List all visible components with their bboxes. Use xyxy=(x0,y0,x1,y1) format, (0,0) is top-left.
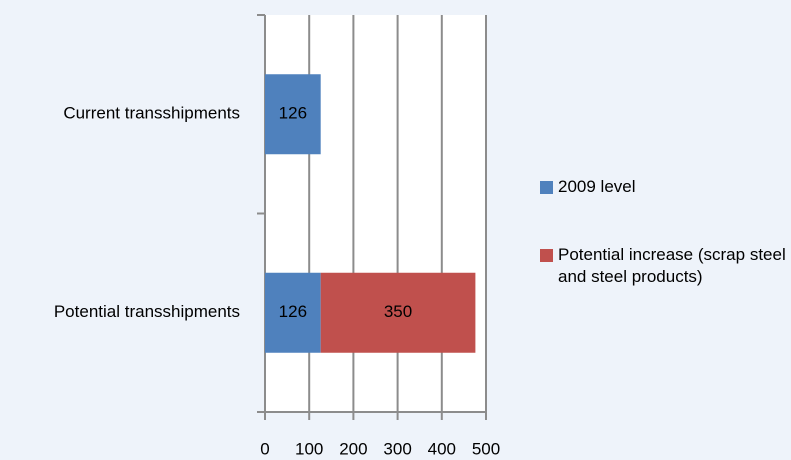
data-label: 126 xyxy=(279,302,307,321)
x-tick-label: 300 xyxy=(383,439,411,458)
legend-label: Potential increase (scrap steel and stee… xyxy=(558,245,786,286)
legend-label: 2009 level xyxy=(558,177,636,196)
legend: 2009 level Potential increase (scrap stee… xyxy=(540,176,790,334)
data-label: 126 xyxy=(279,104,307,123)
y-tick-label: Current transshipments xyxy=(63,104,240,123)
y-tick-label: Potential transshipments xyxy=(54,302,240,321)
legend-swatch xyxy=(540,249,553,262)
x-tick-label: 0 xyxy=(260,439,269,458)
bar xyxy=(265,74,321,155)
x-tick-label: 100 xyxy=(295,439,323,458)
bar xyxy=(320,272,476,353)
x-tick-label: 200 xyxy=(339,439,367,458)
bar xyxy=(265,272,321,353)
x-tick-label: 400 xyxy=(428,439,456,458)
data-label: 350 xyxy=(384,302,412,321)
legend-item: Potential increase (scrap steel and stee… xyxy=(540,244,790,288)
legend-swatch xyxy=(540,181,553,194)
x-tick-label: 500 xyxy=(472,439,500,458)
legend-item: 2009 level xyxy=(540,176,790,198)
